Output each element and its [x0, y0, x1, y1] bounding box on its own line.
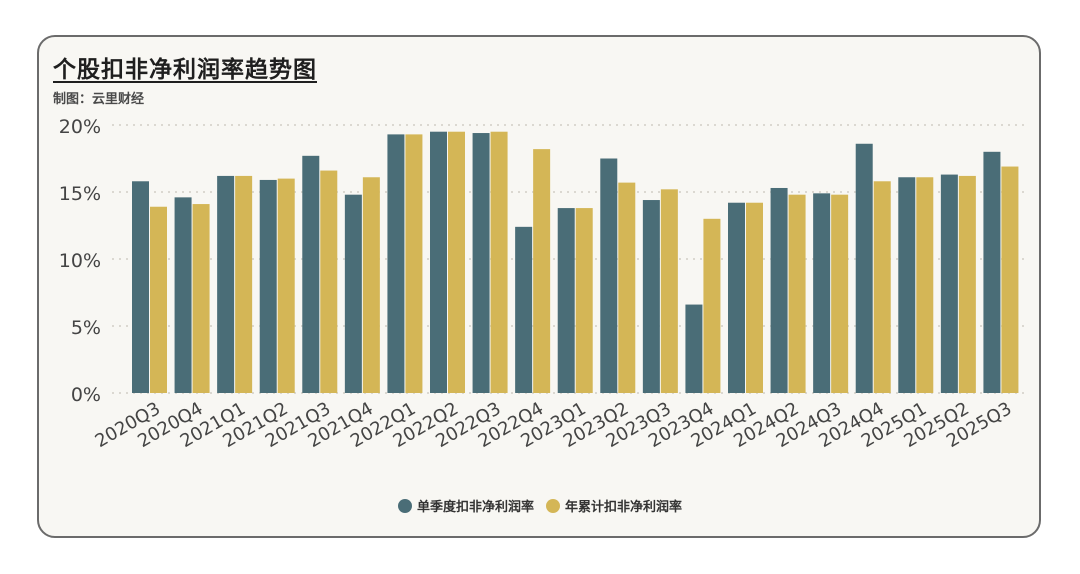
chart-title: 个股扣非净利润率趋势图 — [53, 57, 317, 83]
bar-series-1 — [813, 193, 831, 393]
bar-series-1 — [132, 181, 149, 393]
bar-series-2 — [150, 206, 167, 393]
y-tick-label: 0% — [71, 384, 101, 406]
bar-series-1 — [344, 194, 362, 393]
bar-series-1 — [685, 304, 703, 393]
bar-series-2 — [490, 131, 508, 393]
bar-series-2 — [1001, 166, 1019, 393]
chart-credit: 制图：云里财经 — [53, 92, 145, 107]
bar-series-2 — [958, 175, 976, 393]
bar-series-1 — [472, 133, 490, 394]
bar-series-1 — [940, 174, 958, 393]
bar-series-2 — [746, 202, 763, 393]
bar-series-1 — [770, 187, 788, 393]
bar-series-2 — [192, 204, 210, 393]
y-tick-label: 5% — [71, 317, 101, 339]
bar-series-2 — [405, 134, 423, 393]
legend-item-series-2[interactable]: 年累计扣非净利润率 — [546, 496, 682, 515]
bar-series-1 — [430, 131, 447, 393]
bar-series-2 — [831, 194, 849, 393]
bar-series-2 — [448, 131, 465, 393]
legend-label-series-1: 单季度扣非净利润率 — [416, 500, 534, 515]
bar-series-1 — [855, 143, 873, 393]
bar-series-2 — [916, 177, 934, 393]
bar-series-1 — [600, 158, 618, 393]
bar-series-2 — [660, 189, 678, 393]
legend-swatch-series-2 — [546, 498, 560, 513]
bar-series-2 — [320, 170, 338, 393]
bar-series-1 — [728, 202, 745, 393]
legend-label-series-2: 年累计扣非净利润率 — [565, 500, 683, 515]
legend-item-series-1[interactable]: 单季度扣非净利润率 — [397, 496, 534, 515]
bar-series-1 — [557, 208, 575, 393]
bar-series-1 — [642, 200, 660, 393]
bar-series-2 — [873, 181, 891, 393]
bar-series-1 — [174, 197, 192, 393]
bar-series-1 — [515, 226, 533, 393]
bar-series-2 — [575, 208, 593, 393]
bar-series-1 — [387, 134, 405, 393]
bar-series-2 — [618, 182, 636, 393]
y-tick-label: 10% — [59, 250, 101, 272]
legend: 单季度扣非净利润率 年累计扣非净利润率 — [0, 496, 1080, 515]
bar-series-1 — [983, 151, 1001, 393]
y-tick-label: 15% — [59, 183, 101, 205]
bar-series-2 — [703, 218, 721, 393]
legend-swatch-series-1 — [397, 498, 412, 513]
y-tick-label: 20% — [59, 116, 101, 138]
bar-series-2 — [788, 194, 806, 393]
bar-series-2 — [235, 175, 253, 393]
bar-series-1 — [259, 179, 277, 393]
bar-series-2 — [533, 149, 551, 393]
bar-series-1 — [898, 177, 916, 393]
bar-series-2 — [362, 177, 380, 393]
bar-series-1 — [302, 155, 320, 393]
bar-series-1 — [217, 175, 235, 393]
bar-series-2 — [277, 178, 295, 393]
